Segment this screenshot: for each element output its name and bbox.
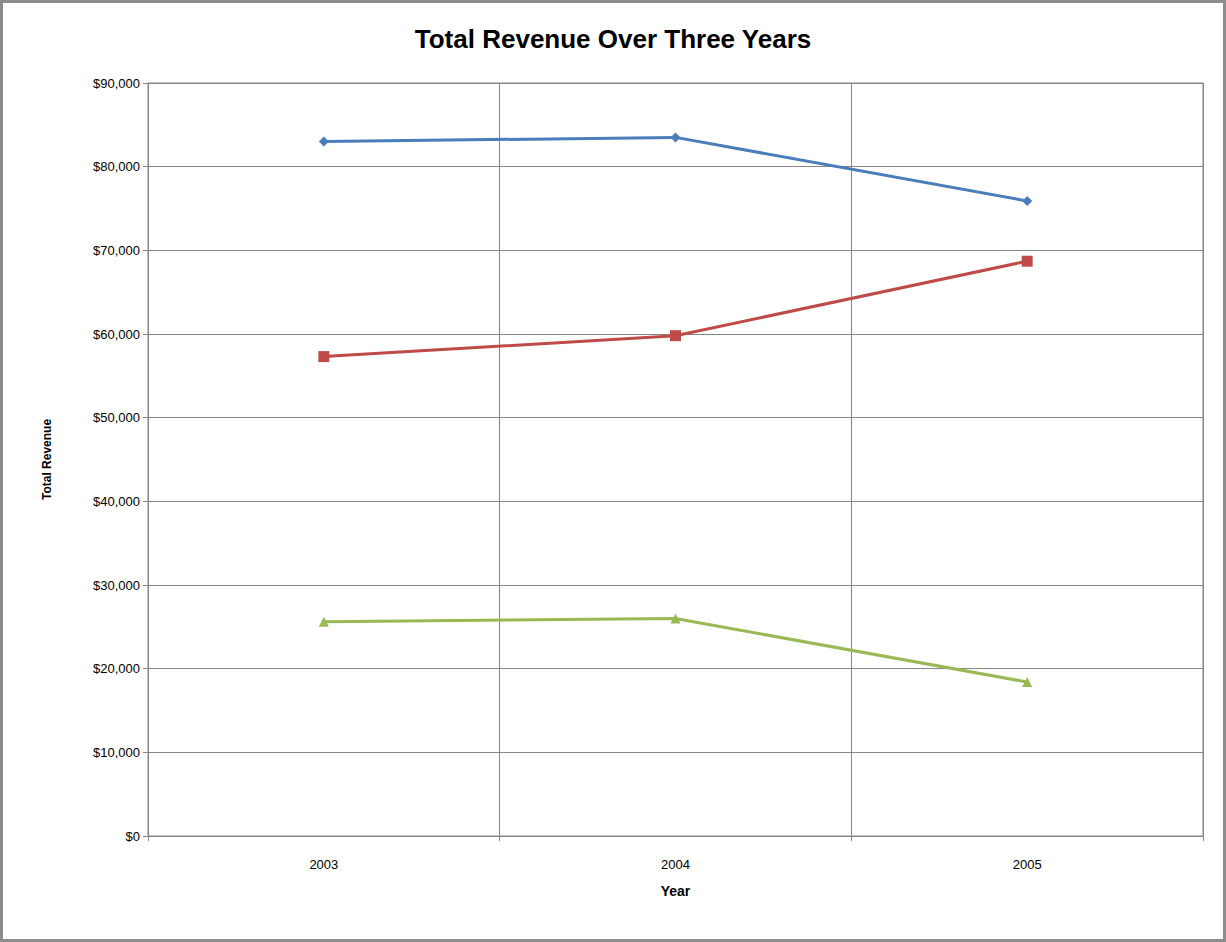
svg-text:$10,000: $10,000 — [93, 745, 140, 760]
svg-text:$40,000: $40,000 — [93, 494, 140, 509]
svg-text:$70,000: $70,000 — [93, 243, 140, 258]
svg-text:Total Revenue: Total Revenue — [40, 419, 54, 500]
svg-text:$60,000: $60,000 — [93, 327, 140, 342]
svg-text:2003: 2003 — [309, 857, 338, 872]
svg-text:$0: $0 — [126, 829, 140, 844]
svg-text:2004: 2004 — [661, 857, 690, 872]
svg-text:$30,000: $30,000 — [93, 578, 140, 593]
svg-text:Year: Year — [661, 883, 691, 899]
svg-text:$90,000: $90,000 — [93, 76, 140, 91]
svg-text:$80,000: $80,000 — [93, 159, 140, 174]
svg-text:2005: 2005 — [1013, 857, 1042, 872]
svg-text:Total Revenue Over Three Years: Total Revenue Over Three Years — [415, 24, 811, 54]
svg-text:$50,000: $50,000 — [93, 410, 140, 425]
svg-text:$20,000: $20,000 — [93, 661, 140, 676]
